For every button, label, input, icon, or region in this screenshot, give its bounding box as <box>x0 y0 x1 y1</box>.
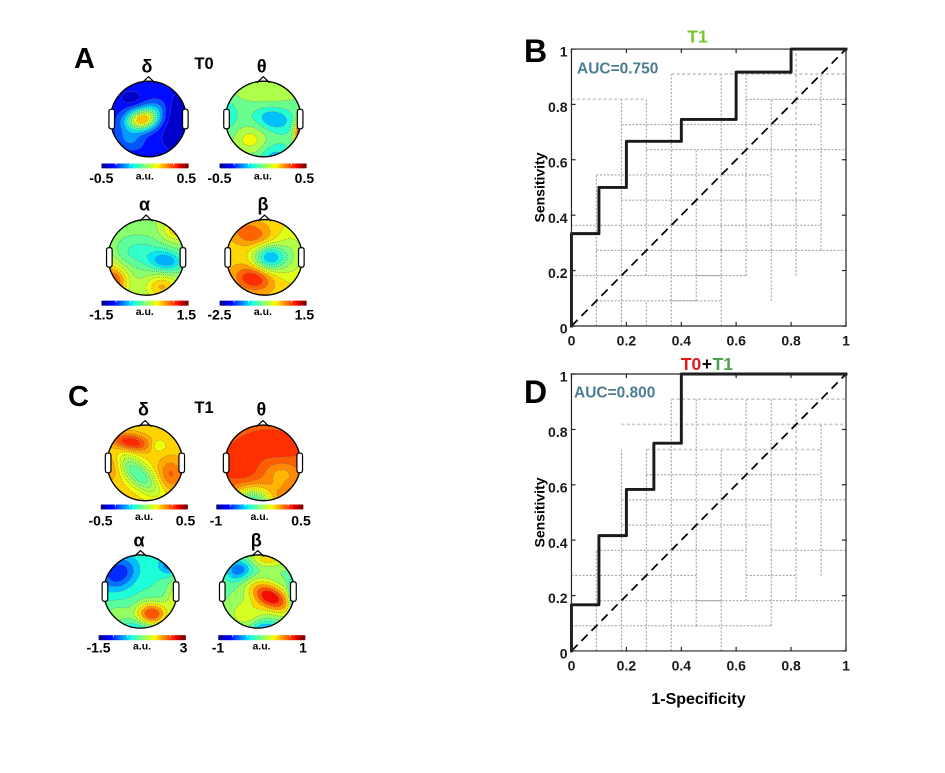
svg-text:1: 1 <box>299 640 307 656</box>
svg-text:1-Specificity: 1-Specificity <box>651 691 745 708</box>
svg-text:a.u.: a.u. <box>133 640 151 652</box>
svg-text:0.8: 0.8 <box>781 658 801 674</box>
svg-text:1.5: 1.5 <box>295 306 315 322</box>
svg-text:0.6: 0.6 <box>548 479 568 495</box>
svg-text:T1: T1 <box>194 399 213 417</box>
svg-text:0.4: 0.4 <box>548 535 568 551</box>
svg-text:-1.5: -1.5 <box>86 640 110 656</box>
svg-text:0.4: 0.4 <box>672 658 692 674</box>
svg-text:A: A <box>74 43 95 75</box>
svg-text:-0.5: -0.5 <box>89 170 113 186</box>
svg-text:Sensitivity: Sensitivity <box>532 477 548 547</box>
svg-text:3: 3 <box>180 640 188 656</box>
svg-text:α: α <box>133 530 144 550</box>
svg-text:D: D <box>524 374 547 410</box>
svg-text:0: 0 <box>560 321 568 337</box>
svg-text:0: 0 <box>568 333 576 349</box>
svg-text:a.u.: a.u. <box>254 171 272 183</box>
svg-text:β: β <box>258 195 269 215</box>
svg-text:0.5: 0.5 <box>177 170 197 186</box>
svg-text:-1.5: -1.5 <box>89 306 113 322</box>
svg-text:T1: T1 <box>713 354 734 374</box>
svg-text:0.5: 0.5 <box>176 512 196 528</box>
svg-text:a.u.: a.u. <box>250 511 268 523</box>
svg-text:θ: θ <box>257 57 267 77</box>
svg-text:0.8: 0.8 <box>548 99 568 115</box>
svg-text:δ: δ <box>142 57 153 77</box>
svg-text:Sensitivity: Sensitivity <box>532 152 548 222</box>
svg-text:-1: -1 <box>212 640 225 656</box>
svg-text:0.6: 0.6 <box>726 658 746 674</box>
svg-text:-1: -1 <box>210 512 223 528</box>
svg-text:B: B <box>524 33 547 69</box>
svg-text:a.u.: a.u. <box>136 171 154 183</box>
svg-text:1: 1 <box>560 369 568 385</box>
svg-text:0.5: 0.5 <box>295 170 315 186</box>
svg-text:0.2: 0.2 <box>617 333 637 349</box>
svg-text:0.2: 0.2 <box>548 590 568 606</box>
svg-text:-0.5: -0.5 <box>88 512 112 528</box>
svg-text:δ: δ <box>138 400 149 420</box>
svg-text:1: 1 <box>842 658 850 674</box>
svg-text:a.u.: a.u. <box>136 306 154 318</box>
svg-text:α: α <box>139 195 150 215</box>
svg-text:0.4: 0.4 <box>672 333 692 349</box>
svg-text:0: 0 <box>568 658 576 674</box>
svg-text:0.6: 0.6 <box>548 154 568 170</box>
svg-text:0.4: 0.4 <box>548 210 568 226</box>
svg-text:0.8: 0.8 <box>781 333 801 349</box>
svg-text:T0: T0 <box>681 354 702 374</box>
svg-text:0.8: 0.8 <box>548 424 568 440</box>
svg-text:-0.5: -0.5 <box>207 170 231 186</box>
svg-text:C: C <box>68 381 89 413</box>
svg-text:1: 1 <box>560 44 568 60</box>
svg-text:a.u.: a.u. <box>135 511 153 523</box>
svg-text:T0: T0 <box>194 55 213 73</box>
svg-text:-2.5: -2.5 <box>207 306 231 322</box>
svg-text:+: + <box>702 354 712 374</box>
svg-text:0: 0 <box>560 646 568 662</box>
svg-text:0.6: 0.6 <box>726 333 746 349</box>
svg-text:β: β <box>251 530 262 550</box>
svg-text:a.u.: a.u. <box>252 640 270 652</box>
svg-text:0.2: 0.2 <box>617 658 637 674</box>
svg-text:0.5: 0.5 <box>291 512 311 528</box>
svg-text:0.2: 0.2 <box>548 265 568 281</box>
svg-text:a.u.: a.u. <box>254 306 272 318</box>
svg-text:AUC=0.750: AUC=0.750 <box>577 61 658 78</box>
svg-text:1: 1 <box>842 333 850 349</box>
svg-text:θ: θ <box>257 400 267 420</box>
svg-text:1.5: 1.5 <box>177 306 197 322</box>
svg-text:T1: T1 <box>687 27 708 47</box>
svg-text:AUC=0.800: AUC=0.800 <box>574 385 655 402</box>
